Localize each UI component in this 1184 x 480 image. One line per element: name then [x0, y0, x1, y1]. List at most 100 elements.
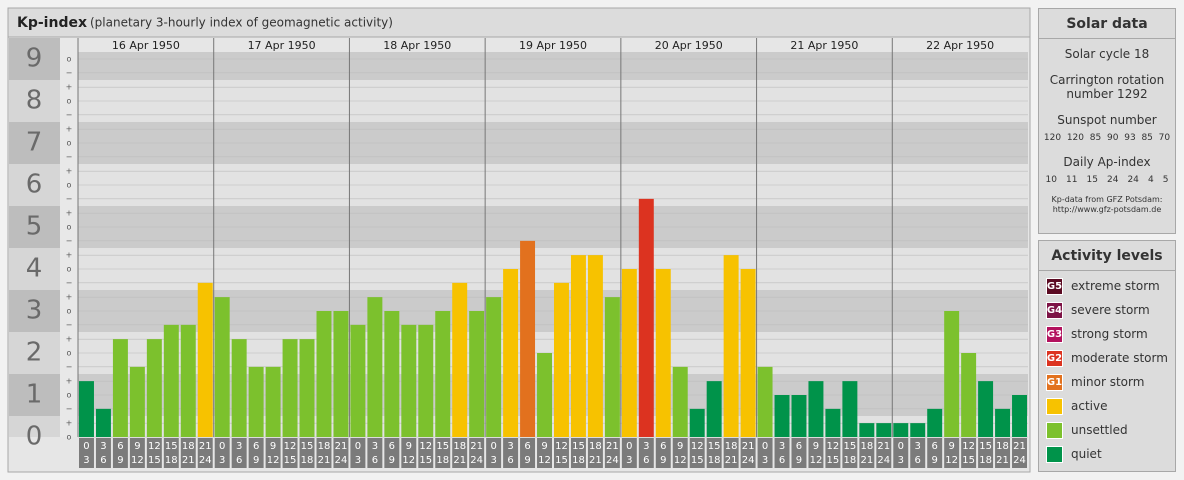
interval-end: 3 [490, 455, 496, 466]
interval-start: 9 [948, 441, 954, 452]
interval-end: 6 [236, 455, 242, 466]
interval-start: 6 [117, 441, 123, 452]
interval-box [604, 438, 620, 468]
legend-name: unsettled [1071, 423, 1128, 437]
day-label: 18 Apr 1950 [383, 39, 451, 52]
legend-item: G4 severe storm [1046, 301, 1175, 319]
solar-cycle: Solar cycle 18 [1064, 47, 1150, 61]
chart-subtitle: (planetary 3-hourly index of geomagnetic… [90, 16, 393, 30]
interval-start: 12 [148, 441, 161, 452]
bar [791, 395, 807, 437]
interval-start: 18 [318, 441, 331, 452]
interval-start: 6 [796, 441, 802, 452]
legend-swatch: G5 [1046, 277, 1063, 295]
bar [299, 339, 315, 437]
interval-start: 21 [742, 441, 755, 452]
interval-start: 6 [389, 441, 395, 452]
interval-start: 21 [1013, 441, 1026, 452]
bar [333, 311, 349, 437]
bar [825, 408, 841, 437]
interval-start: 3 [100, 441, 106, 452]
interval-end: 6 [779, 455, 785, 466]
bar [197, 282, 213, 437]
ap-values: 10 11 15 24 24 4 5 [1039, 175, 1175, 185]
interval-box [621, 438, 637, 468]
bar [520, 240, 536, 437]
bar [978, 381, 994, 437]
sunspot-value: 85 [1089, 133, 1102, 143]
interval-box [129, 438, 145, 468]
interval-end: 6 [643, 455, 649, 466]
bar [112, 339, 128, 437]
legend-item: G1 minor storm [1046, 373, 1175, 391]
ap-value: 10 [1045, 175, 1057, 185]
interval-end: 6 [372, 455, 378, 466]
interval-box [79, 438, 94, 468]
bar [79, 381, 94, 437]
interval-start: 9 [541, 441, 547, 452]
y-major-label: 4 [26, 254, 43, 284]
interval-box [95, 438, 111, 468]
bar [452, 282, 468, 437]
interval-box [893, 438, 909, 468]
y-tick-label: + [66, 209, 73, 218]
interval-end: 18 [844, 455, 857, 466]
bar [180, 324, 196, 437]
interval-start: 3 [915, 441, 921, 452]
y-tick-label: − [66, 68, 73, 77]
legend-code: G2 [1046, 352, 1063, 364]
interval-end: 24 [877, 455, 890, 466]
bar [604, 297, 620, 437]
interval-start: 21 [606, 441, 619, 452]
bar [842, 381, 858, 437]
solar-panel: Solar data Solar cycle 18 Carrington rot… [1038, 8, 1176, 234]
interval-box [587, 438, 603, 468]
interval-start: 9 [677, 441, 683, 452]
day-label: 16 Apr 1950 [112, 39, 180, 52]
interval-end: 18 [572, 455, 585, 466]
interval-box [520, 438, 536, 468]
y-tick-label: o [67, 55, 72, 64]
bar [282, 339, 298, 437]
bar [961, 353, 977, 437]
interval-start: 15 [301, 441, 314, 452]
y-tick-label: + [66, 335, 73, 344]
y-major-label: 2 [26, 338, 43, 368]
y-tick-label: + [66, 251, 73, 260]
interval-start: 18 [860, 441, 873, 452]
bar [740, 269, 756, 437]
interval-start: 12 [691, 441, 704, 452]
ap-value: 11 [1066, 175, 1078, 185]
interval-end: 18 [708, 455, 721, 466]
interval-end: 9 [524, 455, 530, 466]
y-tick-label: − [66, 194, 73, 203]
interval-start: 0 [355, 441, 361, 452]
y-major-label: 7 [26, 128, 43, 158]
interval-box [112, 438, 128, 468]
bar [723, 255, 739, 437]
legend-item: G5 extreme storm [1046, 277, 1175, 295]
chart: Kp-index (planetary 3-hourly index of ge… [7, 7, 1031, 473]
interval-start: 3 [507, 441, 513, 452]
interval-end: 6 [507, 455, 513, 466]
y-tick-label: + [66, 83, 73, 92]
interval-box [757, 438, 773, 468]
interval-start: 9 [406, 441, 412, 452]
sunspot-label: Sunspot number [1057, 113, 1157, 127]
interval-start: 18 [996, 441, 1009, 452]
y-tick-label: o [67, 307, 72, 316]
bar [384, 311, 400, 437]
interval-box [316, 438, 332, 468]
bar [163, 324, 179, 437]
bar [995, 408, 1011, 437]
y-tick-label: + [66, 293, 73, 302]
interval-end: 21 [318, 455, 331, 466]
y-major-label: 1 [26, 380, 43, 410]
label-band [9, 374, 60, 416]
y-tick-label: − [66, 152, 73, 161]
bar [638, 198, 654, 437]
interval-box [570, 438, 586, 468]
chart-header [7, 7, 1031, 38]
interval-start: 6 [932, 441, 938, 452]
interval-start: 0 [490, 441, 496, 452]
